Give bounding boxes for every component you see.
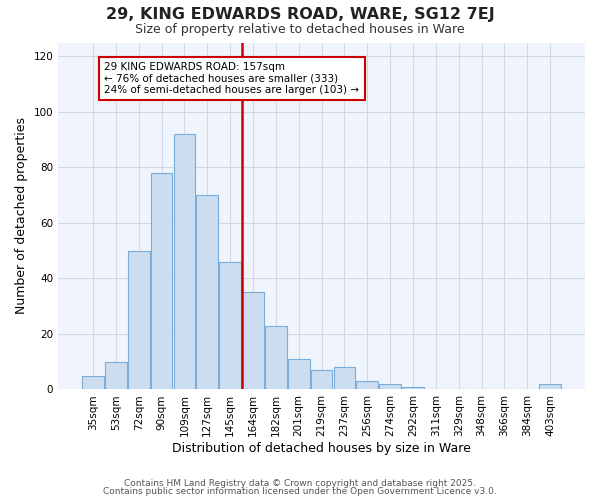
Bar	[242, 292, 264, 390]
Bar	[128, 250, 149, 390]
Bar	[334, 368, 355, 390]
Bar	[219, 262, 241, 390]
Y-axis label: Number of detached properties: Number of detached properties	[15, 118, 28, 314]
Bar	[105, 362, 127, 390]
Bar	[402, 386, 424, 390]
Bar	[288, 359, 310, 390]
Bar	[539, 384, 561, 390]
Bar	[196, 195, 218, 390]
Bar	[82, 376, 104, 390]
Bar	[311, 370, 332, 390]
Text: Contains HM Land Registry data © Crown copyright and database right 2025.: Contains HM Land Registry data © Crown c…	[124, 478, 476, 488]
Text: Contains public sector information licensed under the Open Government Licence v3: Contains public sector information licen…	[103, 487, 497, 496]
Bar	[356, 381, 378, 390]
Bar	[379, 384, 401, 390]
X-axis label: Distribution of detached houses by size in Ware: Distribution of detached houses by size …	[172, 442, 471, 455]
Bar	[151, 173, 172, 390]
Text: 29, KING EDWARDS ROAD, WARE, SG12 7EJ: 29, KING EDWARDS ROAD, WARE, SG12 7EJ	[106, 8, 494, 22]
Text: Size of property relative to detached houses in Ware: Size of property relative to detached ho…	[135, 22, 465, 36]
Text: 29 KING EDWARDS ROAD: 157sqm
← 76% of detached houses are smaller (333)
24% of s: 29 KING EDWARDS ROAD: 157sqm ← 76% of de…	[104, 62, 359, 95]
Bar	[173, 134, 195, 390]
Bar	[265, 326, 287, 390]
